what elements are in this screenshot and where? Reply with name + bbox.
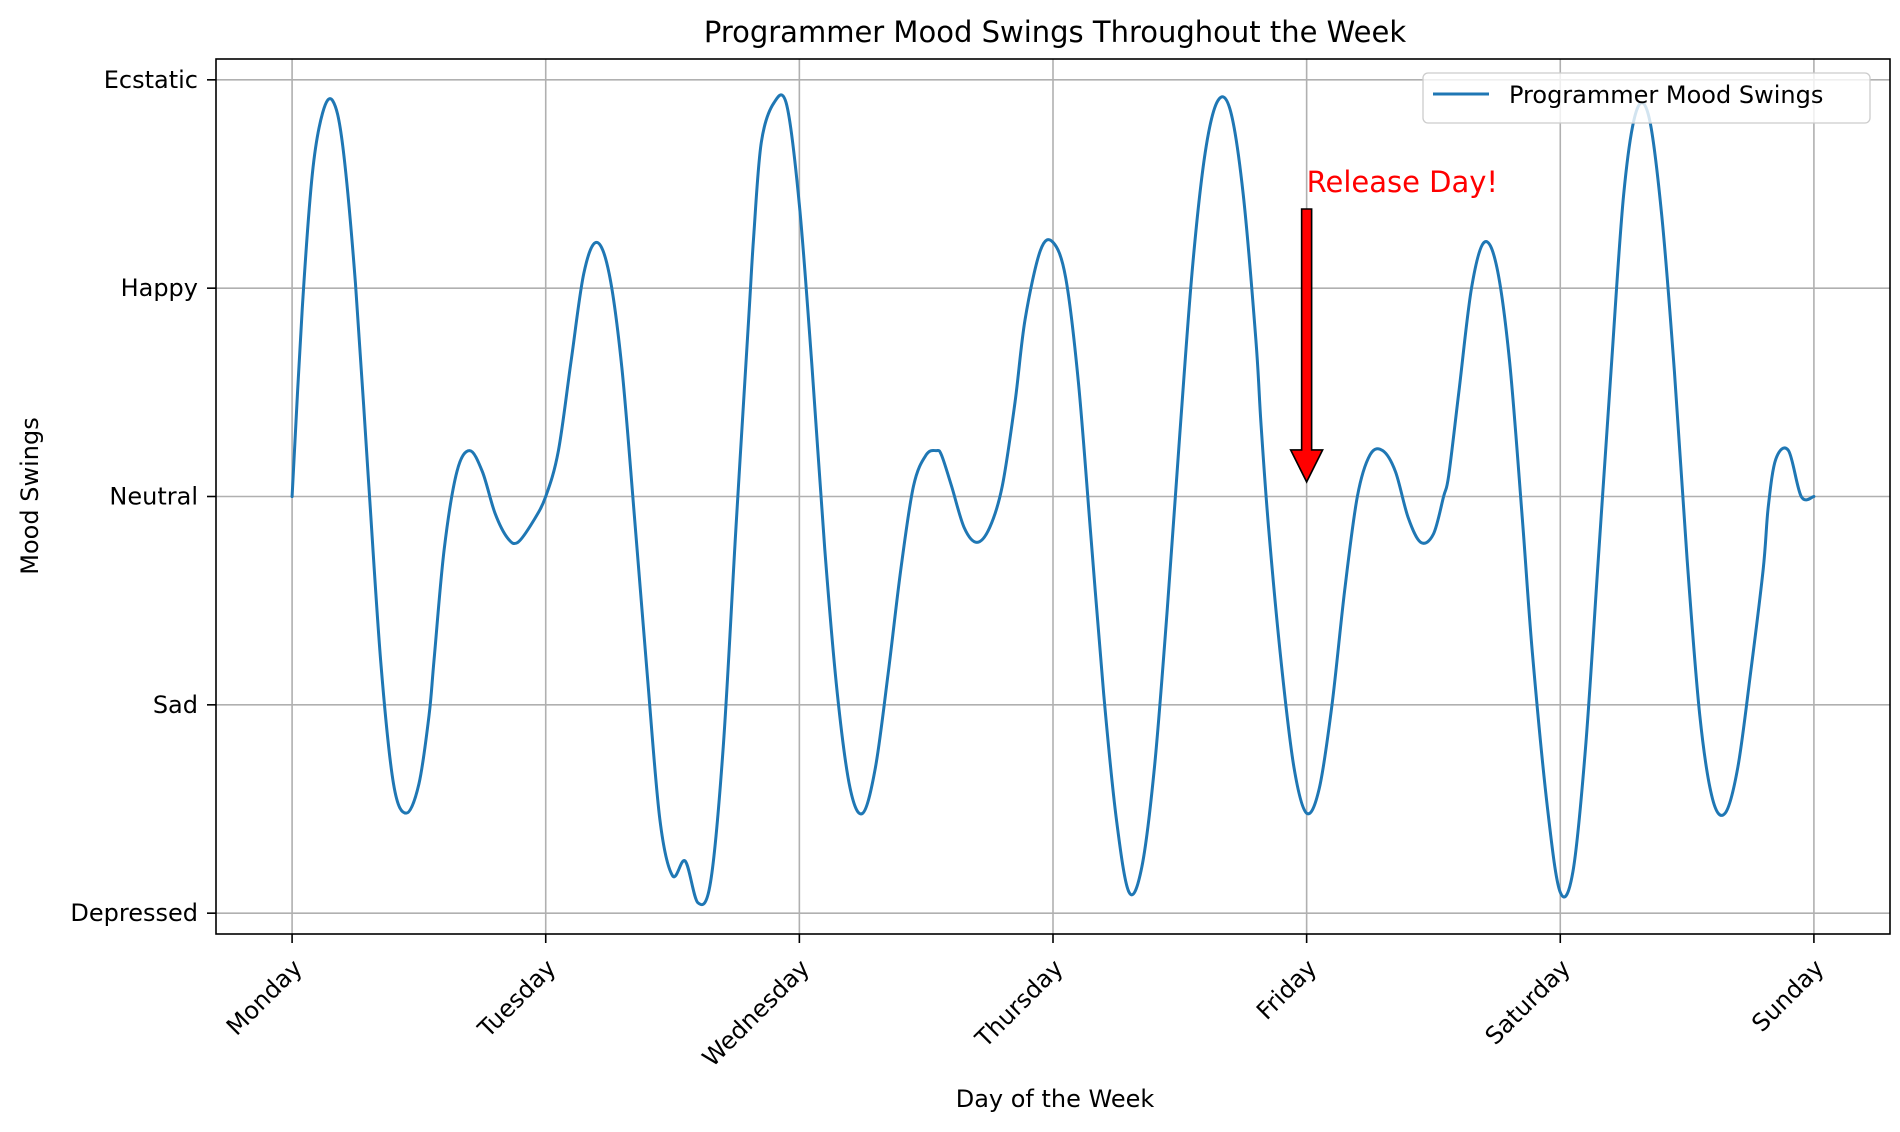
chart-title: Programmer Mood Swings Throughout the We… xyxy=(704,15,1406,49)
y-tick-label: Ecstatic xyxy=(104,66,198,94)
y-tick-label: Neutral xyxy=(109,483,198,511)
annotation-arrow xyxy=(1289,208,1324,484)
series-layer xyxy=(290,93,1816,907)
y-tick-label: Depressed xyxy=(70,899,198,927)
annotation-layer: Release Day! xyxy=(1289,165,1498,484)
x-axis-title: Day of the Week xyxy=(956,1085,1155,1113)
series-line xyxy=(290,93,1816,907)
plot-area: Release Day! xyxy=(215,58,1891,935)
y-tick-label: Sad xyxy=(153,691,198,719)
legend: Programmer Mood Swings xyxy=(1422,72,1871,124)
legend-frame xyxy=(1422,72,1871,124)
legend-label: Programmer Mood Swings xyxy=(1509,81,1823,109)
y-tick-label: Happy xyxy=(121,274,198,302)
y-axis-title: Mood Swings xyxy=(16,417,44,574)
annotation-label: Release Day! xyxy=(1307,165,1498,199)
y-axis-ticks: Depressed Sad Neutral Happy Ecstatic xyxy=(70,66,216,927)
